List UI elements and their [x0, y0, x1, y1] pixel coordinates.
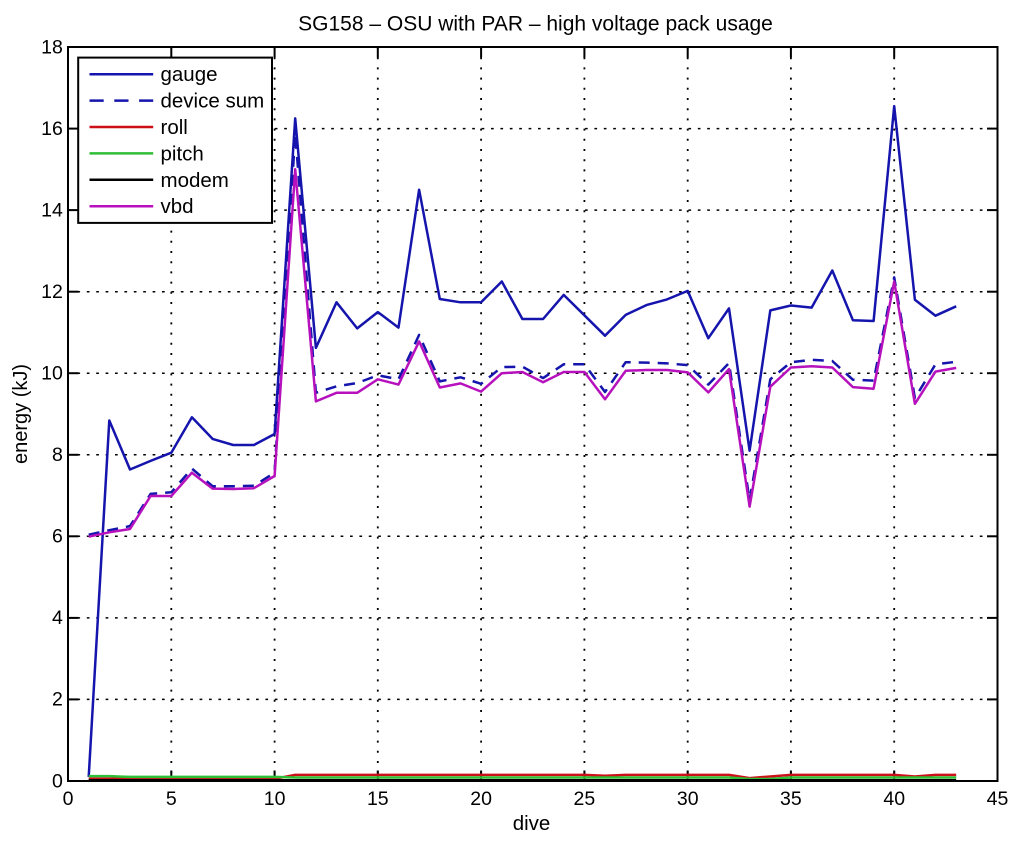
- svg-text:16: 16: [41, 118, 63, 140]
- svg-text:10: 10: [41, 363, 63, 385]
- svg-text:0: 0: [52, 770, 63, 792]
- svg-text:20: 20: [470, 788, 492, 810]
- svg-text:dive: dive: [513, 812, 551, 835]
- svg-text:18: 18: [41, 36, 63, 58]
- svg-text:energy (kJ): energy (kJ): [10, 364, 32, 464]
- svg-text:4: 4: [52, 607, 63, 629]
- svg-text:35: 35: [780, 788, 802, 810]
- svg-text:14: 14: [41, 199, 63, 221]
- svg-text:2: 2: [52, 689, 63, 711]
- svg-text:45: 45: [987, 788, 1009, 810]
- svg-text:30: 30: [677, 788, 699, 810]
- svg-text:device sum: device sum: [161, 90, 265, 113]
- svg-text:40: 40: [883, 788, 905, 810]
- svg-text:25: 25: [574, 788, 596, 810]
- svg-text:modem: modem: [161, 169, 229, 192]
- svg-text:8: 8: [52, 444, 63, 466]
- svg-text:5: 5: [166, 788, 177, 810]
- svg-text:gauge: gauge: [161, 63, 218, 86]
- svg-text:6: 6: [52, 526, 63, 548]
- svg-text:SG158 – OSU with PAR – high vo: SG158 – OSU with PAR – high voltage pack…: [298, 13, 773, 36]
- svg-text:pitch: pitch: [161, 142, 204, 165]
- svg-text:12: 12: [41, 281, 63, 303]
- svg-text:vbd: vbd: [161, 195, 194, 218]
- svg-text:15: 15: [367, 788, 389, 810]
- svg-text:0: 0: [63, 788, 74, 810]
- svg-text:roll: roll: [161, 116, 188, 139]
- svg-text:10: 10: [264, 788, 286, 810]
